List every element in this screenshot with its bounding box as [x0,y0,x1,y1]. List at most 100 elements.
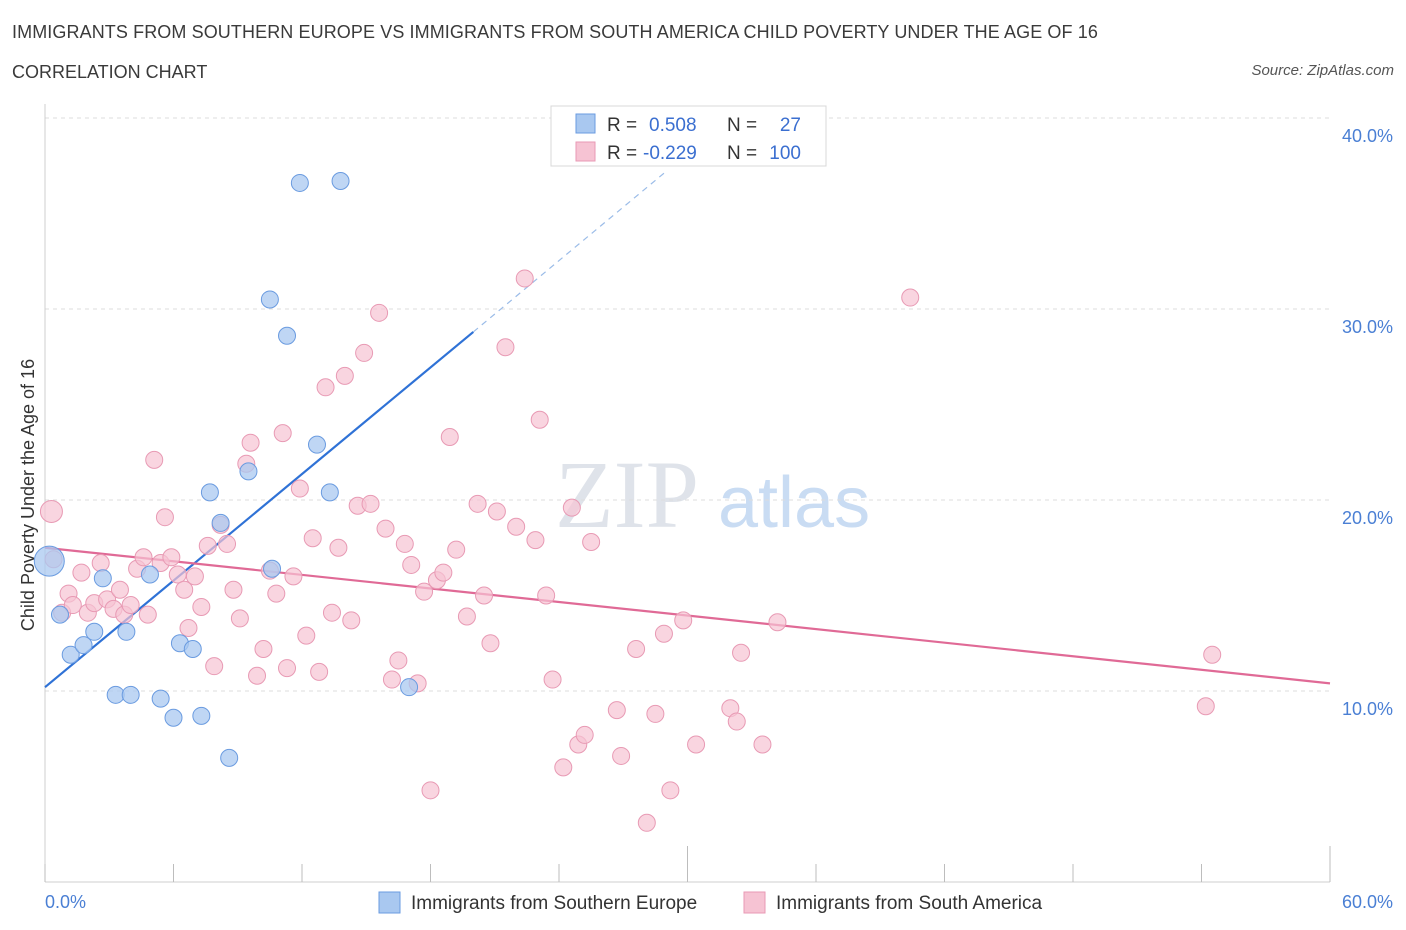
point-south-america-22 [179,618,198,637]
point-south-america-44 [316,378,335,397]
point-southern-europe-7 [121,685,140,704]
y-tick-label-30: 30.0% [1342,317,1393,337]
y-axis-label: Child Poverty Under the Age of 16 [18,359,38,631]
point-south-america-89 [674,611,693,630]
point-south-america-12 [121,596,140,615]
point-south-america-43 [310,662,329,681]
point-south-america-14 [134,548,153,567]
source-label: Source: ZipAtlas.com [1251,62,1394,79]
y-tick-label-40: 40.0% [1342,126,1393,146]
point-south-america-18 [155,508,174,527]
point-southern-europe-16 [211,513,230,532]
legend-n-label-1: N = [727,115,757,136]
southern-europe-points [33,172,419,767]
point-south-america-57 [402,555,421,574]
series-legend-swatch-blue [378,891,401,914]
point-south-america-23 [185,567,204,586]
trend-line-southern-europe [44,331,475,689]
south-america-points [39,269,1222,832]
point-southern-europe-2 [61,645,80,664]
point-south-america-47 [335,366,354,385]
point-south-america-95 [768,613,787,632]
point-south-america-42 [303,529,322,548]
point-south-america-53 [376,519,395,538]
point-south-america-4 [72,563,91,582]
point-southern-europe-13 [183,639,202,658]
point-south-america-78 [562,498,581,517]
point-southern-europe-8 [117,622,136,641]
point-southern-europe-24 [320,483,339,502]
point-southern-europe-14 [192,706,211,725]
chart-subtitle: CORRELATION CHART [12,62,208,82]
point-southern-europe-19 [260,290,279,309]
point-south-america-33 [248,666,267,685]
point-south-america-74 [530,410,549,429]
point-south-america-63 [440,427,459,446]
point-southern-europe-21 [278,326,297,345]
point-southern-europe-20 [263,559,282,578]
point-south-america-51 [361,494,380,513]
point-south-america-52 [370,303,389,322]
series-legend-label-pink: Immigrants from South America [776,893,1043,914]
legend-n-value-1: 27 [780,115,801,136]
series-legend-swatch-pink [743,891,766,914]
point-southern-europe-15 [200,483,219,502]
point-south-america-45 [322,603,341,622]
point-southern-europe-17 [220,748,239,767]
point-south-america-59 [415,582,434,601]
point-south-america-30 [230,609,249,628]
point-southern-europe-9 [140,565,159,584]
point-south-america-93 [732,643,751,662]
point-southern-europe-6 [106,685,125,704]
point-south-america-94 [753,735,772,754]
point-south-america-84 [627,639,646,658]
point-south-america-81 [582,533,601,552]
point-south-america-75 [537,586,556,605]
point-south-america-92 [727,712,746,731]
trend-line-southern-europe-extension [472,171,667,333]
point-south-america-82 [607,701,626,720]
point-south-america-21 [175,580,194,599]
legend-n-value-2: 100 [769,143,801,164]
point-south-america-26 [205,657,224,676]
point-south-america-32 [241,433,260,452]
point-southern-europe-11 [164,708,183,727]
gridlines [45,117,1330,692]
point-southern-europe-10 [151,689,170,708]
series-legend: Immigrants from Southern Europe Immigran… [378,891,1043,914]
point-south-america-48 [342,611,361,630]
point-south-america-88 [661,781,680,800]
legend-box [550,105,827,167]
point-south-america-72 [515,269,534,288]
point-south-america-65 [457,607,476,626]
point-south-america-70 [496,338,515,357]
point-south-america-54 [382,670,401,689]
point-southern-europe-4 [85,622,104,641]
point-south-america-60 [421,781,440,800]
watermark-atlas: atlas [718,463,870,543]
point-south-america-97 [1196,697,1215,716]
point-southern-europe-0 [33,545,65,577]
point-south-america-3 [63,596,82,615]
point-south-america-80 [575,725,594,744]
point-southern-europe-25 [331,172,350,191]
point-south-america-40 [290,479,309,498]
point-south-america-67 [475,586,494,605]
point-south-america-41 [297,626,316,645]
point-south-america-29 [224,580,243,599]
x-tick-label-min: 0.0% [45,892,86,912]
point-south-america-56 [395,534,414,553]
point-south-america-71 [507,517,526,536]
point-south-america-73 [526,531,545,550]
point-south-america-98 [1203,645,1222,664]
point-south-america-46 [329,538,348,557]
legend-r-label-2: R = [607,143,637,164]
correlation-legend: R = 0.508 N = 27 R = -0.229 N = 100 [550,105,827,167]
watermark-zip: ZIP [555,441,699,548]
point-south-america-55 [389,651,408,670]
point-southern-europe-26 [400,678,419,697]
point-south-america-39 [284,567,303,586]
point-south-america-24 [192,597,211,616]
point-south-america-19 [162,548,181,567]
point-south-america-83 [612,746,631,765]
